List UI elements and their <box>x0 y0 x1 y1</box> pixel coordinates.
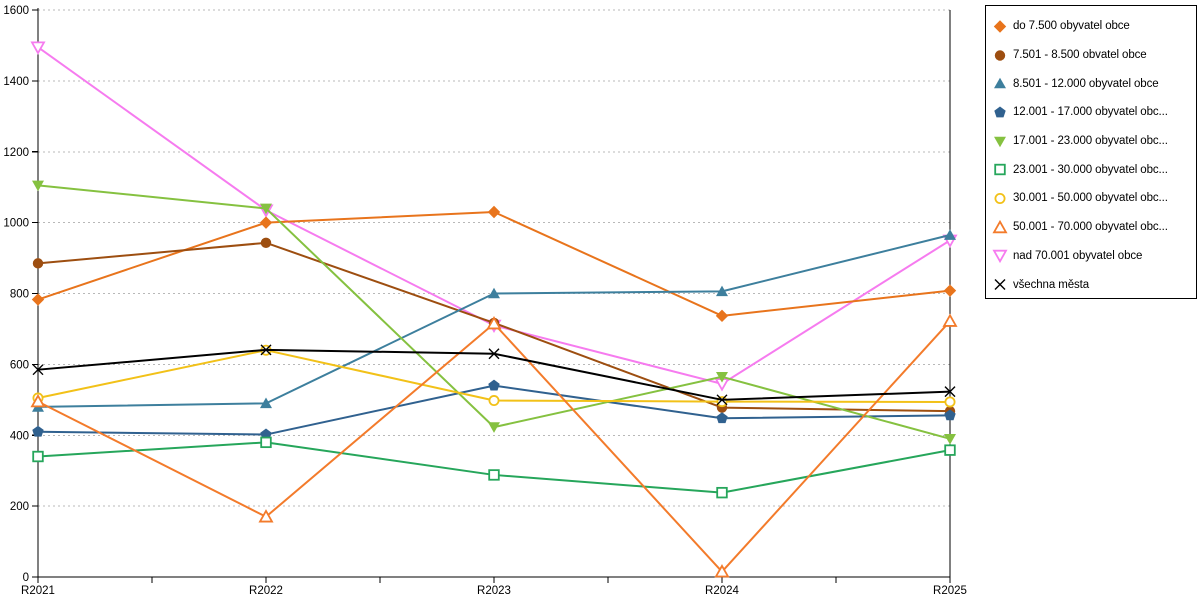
series-marker-2 <box>716 285 728 297</box>
x-tick-label: R2025 <box>933 585 967 597</box>
legend-item-9: všechna města <box>992 270 1194 299</box>
x-tick-label: R2021 <box>21 585 55 597</box>
legend-item-label: všechna města <box>1013 278 1090 291</box>
chart-legend: do 7.500 obyvatel obce 7.501 - 8.500 obva… <box>985 5 1197 299</box>
series-marker-3 <box>32 425 44 437</box>
legend-item-label: 12.001 - 17.000 obyvatel obc... <box>1013 106 1168 119</box>
legend-item-0: do 7.500 obyvatel obce <box>992 12 1194 41</box>
series-marker-0 <box>259 216 273 229</box>
legend-item-2: 8.501 - 12.000 obyvatel obce <box>992 69 1194 98</box>
series-marker-7 <box>486 315 502 330</box>
series-marker-5 <box>716 486 728 499</box>
legend-marker-shape <box>994 192 1006 204</box>
series-marker-3 <box>716 412 728 424</box>
series-marker-2 <box>944 229 956 240</box>
square-open-icon <box>994 164 1006 176</box>
series-marker-4 <box>716 371 728 383</box>
legend-marker-shape <box>994 279 1006 291</box>
series-marker-3 <box>944 409 956 421</box>
series-line-9 <box>37 348 951 401</box>
triangle-icon <box>994 77 1006 89</box>
series-marker-5 <box>488 469 500 481</box>
legend-marker-shape <box>994 106 1006 118</box>
series-marker-0 <box>715 309 729 323</box>
legend-marker-shape <box>994 164 1006 176</box>
series-marker-9 <box>716 394 728 406</box>
y-tick-label: 0 <box>23 572 29 584</box>
series-marker-9 <box>32 364 44 376</box>
legend-item-8: nad 70.001 obyvatel obce <box>992 242 1194 271</box>
legend-marker-shape <box>994 77 1006 89</box>
diamond-icon <box>993 20 1007 33</box>
legend-item-3: 12.001 - 17.000 obyvatel obc... <box>992 98 1194 127</box>
legend-marker-shape <box>994 136 1006 147</box>
series-marker-9 <box>260 344 272 356</box>
series-marker-6 <box>944 396 956 408</box>
y-tick-label: 1600 <box>3 5 29 17</box>
legend-item-label: do 7.500 obyvatel obce <box>1013 20 1130 33</box>
x-tick-label: R2023 <box>477 585 511 597</box>
series-marker-0 <box>943 284 957 297</box>
legend-marker-shape <box>992 250 1008 264</box>
legend-item-label: 8.501 - 12.000 obyvatel obce <box>1013 77 1159 90</box>
y-tick-label: 1000 <box>3 218 29 230</box>
legend-item-4: 17.001 - 23.000 obyvatel obc... <box>992 127 1194 156</box>
series-marker-5 <box>32 450 44 463</box>
series-marker-4 <box>944 433 956 445</box>
triangle-down-icon <box>994 136 1006 147</box>
y-tick-label: 600 <box>10 359 29 371</box>
series-marker-4 <box>260 203 272 215</box>
x-tick-label: R2024 <box>705 585 739 597</box>
series-marker-8 <box>30 41 46 55</box>
series-marker-2 <box>488 287 500 299</box>
legend-item-label: 7.501 - 8.500 obvatel obce <box>1013 49 1147 62</box>
legend-item-label: 50.001 - 70.000 obyvatel obc... <box>1013 221 1168 234</box>
legend-item-label: 30.001 - 50.000 obyvatel obc... <box>1013 192 1168 205</box>
legend-marker-shape <box>993 20 1007 33</box>
series-marker-7 <box>258 509 274 523</box>
x-icon <box>994 279 1006 291</box>
legend-marker-shape <box>992 219 1008 233</box>
triangle-down-open-icon <box>992 250 1008 264</box>
circle-open-icon <box>994 192 1006 204</box>
legend-item-1: 7.501 - 8.500 obvatel obce <box>992 41 1194 70</box>
y-tick-label: 800 <box>10 289 29 301</box>
legend-marker-shape <box>994 49 1006 61</box>
y-tick-label: 1200 <box>3 147 29 159</box>
series-marker-0 <box>487 205 501 219</box>
pentagon-icon <box>994 106 1006 118</box>
series-line-0 <box>37 210 951 317</box>
x-tick-label: R2022 <box>249 585 283 597</box>
series-marker-7 <box>714 564 730 578</box>
series-marker-7 <box>942 313 958 327</box>
series-marker-9 <box>944 386 956 398</box>
legend-item-6: 30.001 - 50.000 obyvatel obc... <box>992 184 1194 213</box>
series-marker-4 <box>488 422 500 433</box>
y-tick-label: 1400 <box>3 76 29 88</box>
series-marker-2 <box>260 397 272 409</box>
series-marker-1 <box>32 258 44 269</box>
legend-item-7: 50.001 - 70.000 obyvatel obc... <box>992 213 1194 242</box>
series-marker-3 <box>488 379 500 391</box>
legend-item-label: 23.001 - 30.000 obyvatel obc... <box>1013 163 1168 176</box>
legend-item-label: nad 70.001 obyvatel obce <box>1013 249 1143 262</box>
series-marker-9 <box>488 348 500 360</box>
series-marker-7 <box>30 393 46 408</box>
legend-item-5: 23.001 - 30.000 obyvatel obc... <box>992 155 1194 184</box>
series-line-5 <box>37 441 951 494</box>
legend-item-label: 17.001 - 23.000 obyvatel obc... <box>1013 135 1168 148</box>
series-marker-6 <box>488 395 500 407</box>
series-marker-1 <box>260 237 272 249</box>
series-marker-4 <box>32 180 44 192</box>
series-marker-0 <box>31 293 45 306</box>
triangle-open-icon <box>992 219 1008 233</box>
series-marker-5 <box>260 436 272 449</box>
y-tick-label: 400 <box>10 430 29 442</box>
circle-icon <box>994 49 1006 61</box>
y-tick-label: 200 <box>10 501 29 513</box>
series-marker-5 <box>944 444 956 456</box>
